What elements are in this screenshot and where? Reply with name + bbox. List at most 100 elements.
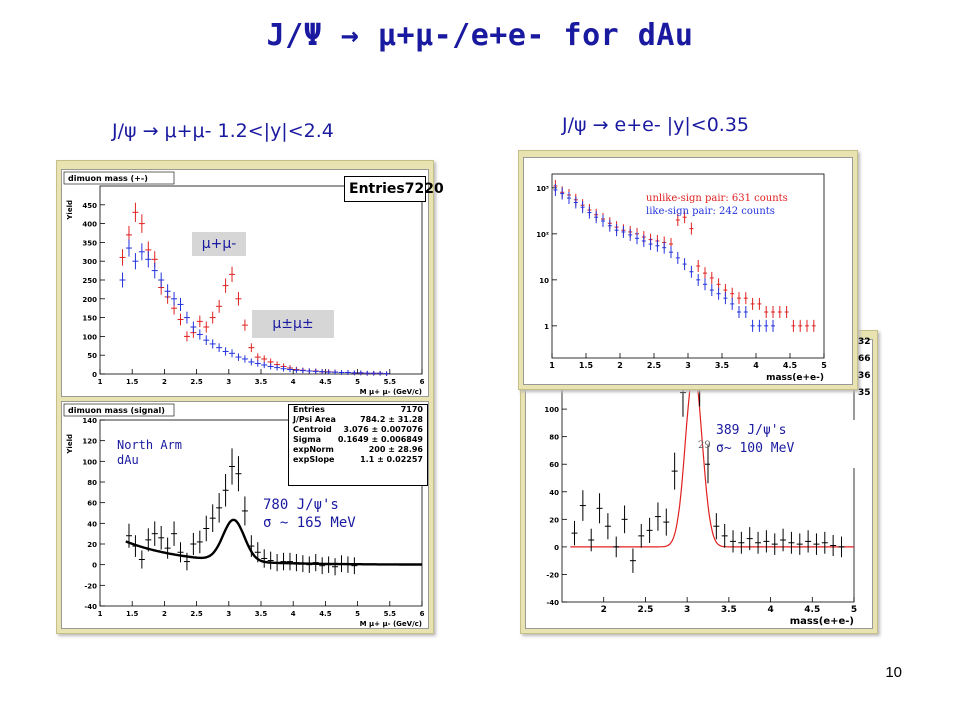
dimuon-pm-chart: dimuon mass (+-) 0 50 100 150 200 250 300 350 400… [63, 171, 425, 396]
y-tick-label: 10 [539, 277, 549, 285]
x-tick-label: 4 [753, 361, 759, 370]
data-point [621, 225, 626, 238]
data-point [723, 292, 728, 305]
data-point [763, 530, 770, 553]
data-point [254, 360, 261, 367]
data-point [703, 278, 707, 291]
mark-fragment: 29 [698, 440, 711, 451]
y-tick-label: 100 [82, 458, 97, 466]
slide-title: J/Ψ → μ+μ-/e+e- for dAu [266, 18, 694, 53]
data-point [689, 265, 694, 278]
data-point [196, 329, 203, 340]
y-tick-label: 0 [92, 371, 97, 379]
x-axis-label: mass(e+e-) [790, 616, 854, 627]
data-point [151, 262, 158, 279]
data-point [138, 550, 145, 569]
data-point [248, 535, 255, 557]
data-point [274, 554, 281, 572]
data-point [721, 523, 728, 548]
data-point [613, 536, 620, 558]
x-tick-label: 1.5 [579, 361, 594, 370]
x-axis-label: M μ+ μ- (GeV/c) [360, 620, 422, 628]
dimuon-pm-frame: dimuon mass (+-) 0 50 100 150 200 250 300 350 400… [61, 169, 429, 397]
data-point [730, 287, 735, 300]
data-point [229, 349, 236, 358]
data-point [325, 369, 332, 375]
y-tick-label: 150 [82, 315, 97, 323]
dielectron-yield-annotation: 389 J/ψ's σ~ 100 MeV [710, 420, 858, 468]
entries-box-pm: Entries 7220 [344, 176, 444, 202]
arm-label: North Arm [117, 438, 183, 452]
data-point [280, 365, 287, 372]
x-tick-label: 3.5 [255, 378, 268, 386]
stat-fragment: 36 [858, 371, 871, 381]
dielectron-legend: unlike-sign pair: 631 counts like-sign p… [646, 192, 788, 218]
data-point [567, 192, 571, 205]
data-point [267, 363, 274, 370]
data-point [628, 228, 633, 241]
y-tick-label: 10² [536, 231, 549, 239]
data-point [737, 306, 741, 318]
x-tick-label: 2.5 [190, 610, 203, 618]
width-label: σ~ 100 MeV [716, 441, 795, 456]
data-point [573, 196, 578, 209]
stat-fragment: 35 [858, 388, 871, 398]
legend-like: like-sign pair: 242 counts [646, 206, 775, 217]
data-point [248, 358, 255, 366]
data-point [813, 533, 820, 555]
data-point [344, 370, 351, 375]
data-point [306, 556, 313, 573]
data-point [190, 532, 197, 556]
y-tick-label: 80 [87, 479, 97, 487]
data-point [784, 306, 789, 318]
data-point [796, 533, 803, 555]
data-point [579, 490, 586, 521]
jpsi-count-label: 780 J/ψ's [263, 497, 339, 513]
y-tick-label: 60 [87, 500, 97, 508]
data-point [755, 531, 762, 554]
data-point [696, 260, 701, 272]
data-point [377, 370, 384, 376]
y-tick-label: -20 [84, 582, 97, 590]
chart-title: dimuon mass (+-) [68, 174, 148, 183]
data-point [235, 353, 242, 361]
data-point [196, 315, 203, 328]
x-tick-label: 3.5 [721, 605, 737, 615]
x-tick-label: 4.5 [319, 378, 332, 386]
data-point [132, 202, 139, 222]
fit-stats-box: Entries 7170 J/Psi Area 784.2 ± 31.28 Cent… [288, 404, 428, 486]
stat-fragment: 66 [858, 354, 871, 364]
chart-title: dimuon mass (signal) [68, 406, 165, 415]
data-point [655, 239, 660, 252]
x-tick-label: 5 [355, 378, 360, 386]
data-point [682, 258, 687, 271]
stat-row: Sigma 0.1649 ± 0.006849 [293, 435, 423, 444]
data-point [675, 214, 680, 226]
x-tick-label: 2 [601, 605, 607, 615]
x-tick-label: 5.5 [384, 378, 397, 386]
data-point [293, 367, 300, 373]
x-tick-label: 2 [162, 610, 167, 618]
y-tick-label: -20 [546, 571, 559, 579]
y-tick-label: 10³ [536, 185, 549, 193]
data-point [261, 549, 268, 568]
data-point [241, 319, 248, 331]
x-tick-label: 4 [291, 610, 296, 618]
right-subtitle: J/ψ → e+e- |y|<0.35 [562, 114, 750, 136]
x-tick-label: 2 [162, 378, 167, 386]
dielectron-mass-frame: 1 10 10² 10³ 1 1.5 2 2.5 3 3.5 4 4.5 5 mass(e+e-) [523, 157, 853, 385]
y-tick-label: 60 [549, 461, 559, 469]
x-tick-label: 1 [98, 378, 103, 386]
arm-annotation: North Arm dAu [117, 438, 182, 468]
x-tick-label: 1.5 [126, 610, 139, 618]
data-point [222, 278, 229, 293]
stat-row: expSlope 1.1 ± 0.02257 [293, 455, 423, 464]
data-point [601, 215, 605, 228]
data-point [635, 232, 639, 245]
y-tick-label: -40 [546, 599, 559, 607]
entries-label: Entries [349, 181, 405, 197]
stat-fragments: 32 66 36 35 [858, 334, 872, 402]
dimuon-signal-chart: dimuon mass (signal)-40-2002040608010012… [63, 403, 425, 628]
y-tick-label: -40 [84, 603, 97, 611]
y-tick-label: 0 [554, 544, 559, 552]
